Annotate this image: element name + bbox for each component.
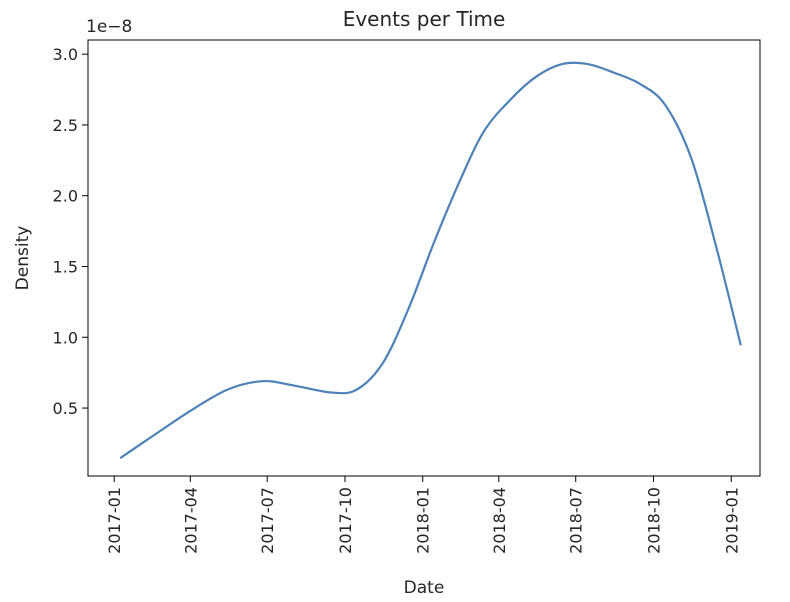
x-tick-label: 2017-10 bbox=[336, 487, 355, 554]
x-tick-label: 2017-04 bbox=[181, 487, 200, 554]
chart-title: Events per Time bbox=[343, 7, 506, 31]
y-tick-label: 0.5 bbox=[53, 399, 78, 418]
x-tick-label: 2019-01 bbox=[722, 487, 741, 554]
y-offset-text: 1e−8 bbox=[86, 17, 132, 37]
y-tick-label: 1.0 bbox=[53, 328, 78, 347]
y-tick-label: 3.0 bbox=[53, 45, 78, 64]
y-tick-label: 1.5 bbox=[53, 257, 78, 276]
plot-frame bbox=[87, 39, 761, 477]
y-tick-label: 2.5 bbox=[53, 116, 78, 135]
x-tick-label: 2017-07 bbox=[258, 487, 277, 554]
y-axis-label: Density bbox=[13, 226, 33, 291]
series-line bbox=[119, 61, 742, 459]
x-tick-label: 2018-04 bbox=[490, 487, 509, 554]
x-axis-label: Date bbox=[404, 578, 445, 598]
x-tick-label: 2018-07 bbox=[567, 487, 586, 554]
y-tick-label: 2.0 bbox=[53, 187, 78, 206]
x-tick-label: 2018-10 bbox=[644, 487, 663, 554]
x-tick-label: 2018-01 bbox=[414, 487, 433, 554]
x-tick-label: 2017-01 bbox=[105, 487, 124, 554]
